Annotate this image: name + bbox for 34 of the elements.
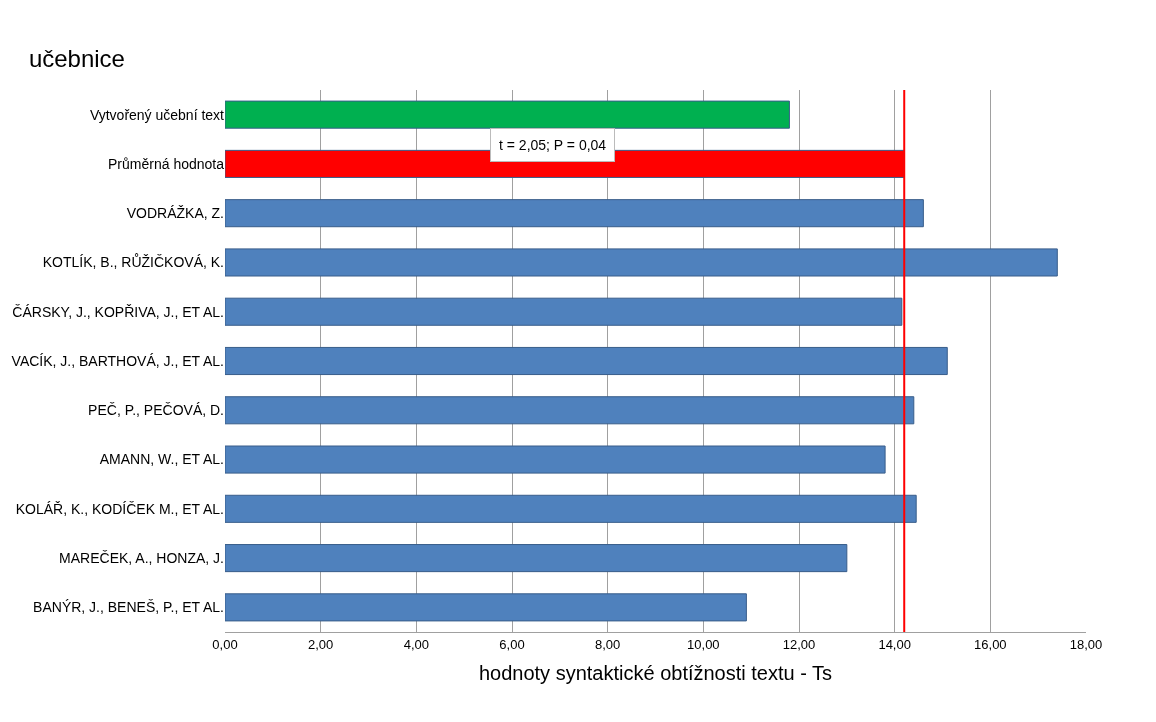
- x-tick-label: 8,00: [595, 636, 621, 652]
- x-tick-label: 18,00: [1069, 636, 1103, 652]
- y-tick-label: KOLÁŘ, K., KODÍČEK M., ET AL.: [15, 500, 224, 517]
- bar: [225, 346, 948, 376]
- x-tick-label: 10,00: [687, 636, 720, 652]
- y-tick-label: Průměrná hodnota: [108, 155, 225, 172]
- x-axis-title: hodnoty syntaktické obtížnosti textu - Ts: [478, 662, 833, 685]
- y-tick-label: VACÍK, J., BARTHOVÁ, J., ET AL.: [11, 352, 224, 369]
- bar: [225, 544, 848, 573]
- y-tick-label: MAREČEK, A., HONZA, J.: [59, 549, 224, 566]
- x-tick-label: 12,00: [782, 636, 816, 652]
- x-tick-label: 2,00: [308, 636, 334, 652]
- x-tick-label: 6,00: [499, 636, 525, 652]
- x-tick-label: 16,00: [974, 636, 1007, 652]
- bar: [225, 593, 747, 622]
- y-tick-label: AMANN, W., ET AL.: [99, 451, 224, 468]
- annotation: t = 2,05; P = 0,04: [499, 137, 607, 153]
- chart-title: učebnice: [28, 45, 125, 73]
- bar: [225, 494, 917, 523]
- y-tick-label: KOTLÍK, B., RŮŽIČKOVÁ, K.: [42, 253, 224, 271]
- x-tick-label: 0,00: [212, 636, 238, 652]
- x-tick-label: 14,00: [878, 636, 911, 652]
- y-tick-label: Vytvořený učební text: [89, 106, 225, 123]
- bar: [225, 248, 1058, 277]
- y-tick-label: PEČ, P., PEČOVÁ, D.: [88, 402, 224, 419]
- x-tick-label: 4,00: [403, 636, 429, 652]
- bar: [225, 445, 886, 474]
- bar: [225, 100, 790, 129]
- y-tick-label: ČÁRSKY, J., KOPŘIVA, J., ET AL.: [12, 303, 224, 320]
- bar: [225, 396, 915, 425]
- y-tick-label: VODRÁŽKA, Z.: [126, 205, 224, 222]
- y-tick-label: BANÝR, J., BENEŠ, P., ET AL.: [33, 599, 224, 616]
- bar: [225, 297, 903, 326]
- bar: [225, 199, 924, 228]
